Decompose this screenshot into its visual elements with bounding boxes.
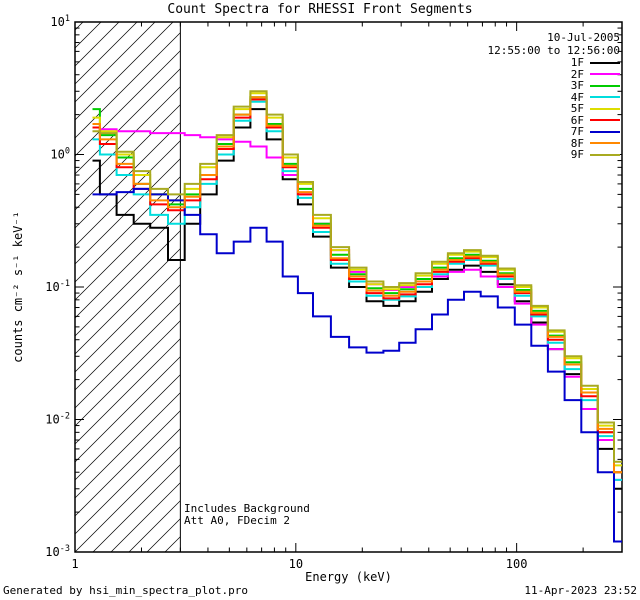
legend-item-2f: 2F <box>488 67 620 81</box>
legend-line-swatch <box>590 107 620 110</box>
legend-label: 3F <box>570 79 584 93</box>
legend-label: 1F <box>570 56 584 70</box>
legend-item-5f: 5F <box>488 102 620 116</box>
legend-label: 4F <box>570 90 584 104</box>
legend-line-swatch <box>590 142 620 145</box>
legend-item-3f: 3F <box>488 79 620 93</box>
legend-date: 10-Jul-2005 <box>547 31 620 44</box>
x-axis-label: Energy (keV) <box>305 570 392 584</box>
legend-label: 6F <box>570 113 584 127</box>
legend-item-9f: 9F <box>488 148 620 162</box>
y-tick-label: 10-2 <box>45 412 70 427</box>
generator-credit: Generated by hsi_min_spectra_plot.pro <box>3 584 249 597</box>
legend-entries: 1F 2F 3F 4F 5F 6F 7F 8F 9F <box>488 56 620 162</box>
series-line-1f <box>92 108 622 490</box>
legend-time-range: 12:55:00 to 12:56:00 <box>487 44 620 57</box>
legend-label: 8F <box>570 136 584 150</box>
y-axis-label: counts cm⁻² s⁻¹ keV⁻¹ <box>11 211 25 363</box>
hatched-region <box>74 21 181 553</box>
series-line-2f <box>92 126 622 481</box>
series-line-6f <box>92 98 622 474</box>
x-tick-label: 100 <box>506 557 528 571</box>
render-timestamp: 11-Apr-2023 23:52 <box>524 584 637 597</box>
series-curves <box>92 90 622 543</box>
legend: 10-Jul-2005 12:55:00 to 12:56:00 1F 2F 3F 4… <box>488 31 620 161</box>
y-tick-label: 10-3 <box>45 544 70 559</box>
legend-line-swatch <box>590 61 620 64</box>
legend-label: 7F <box>570 125 584 139</box>
legend-line-swatch <box>590 84 620 87</box>
legend-item-7f: 7F <box>488 125 620 139</box>
x-tick-label: 10 <box>289 557 303 571</box>
y-tick-label: 101 <box>50 14 70 29</box>
axes: 1 10 100 10-3 10-2 10-1 100 101 <box>45 14 623 571</box>
legend-line-swatch <box>590 130 620 133</box>
legend-line-swatch <box>590 119 620 122</box>
legend-label: 2F <box>570 67 584 81</box>
series-line-8f <box>92 96 622 474</box>
legend-item-8f: 8F <box>488 136 620 150</box>
series-line-4f <box>92 100 622 481</box>
legend-label: 5F <box>570 102 584 116</box>
legend-line-swatch <box>590 153 620 156</box>
legend-item-1f: 1F <box>488 56 620 70</box>
legend-line-swatch <box>590 96 620 99</box>
y-tick-label: 100 <box>50 147 70 162</box>
background-note: Includes Background <box>184 502 310 515</box>
series-line-3f <box>92 96 622 474</box>
chart-title: Count Spectra for RHESSI Front Segments <box>167 2 473 17</box>
series-line-9f <box>92 90 622 463</box>
x-tick-label: 1 <box>71 557 78 571</box>
y-tick-label: 10-1 <box>45 279 70 294</box>
series-line-7f <box>92 187 622 543</box>
attenuator-note: Att A0, FDecim 2 <box>184 514 290 527</box>
legend-label: 9F <box>570 148 584 162</box>
legend-line-swatch <box>590 73 620 76</box>
legend-item-4f: 4F <box>488 90 620 104</box>
legend-item-6f: 6F <box>488 113 620 127</box>
